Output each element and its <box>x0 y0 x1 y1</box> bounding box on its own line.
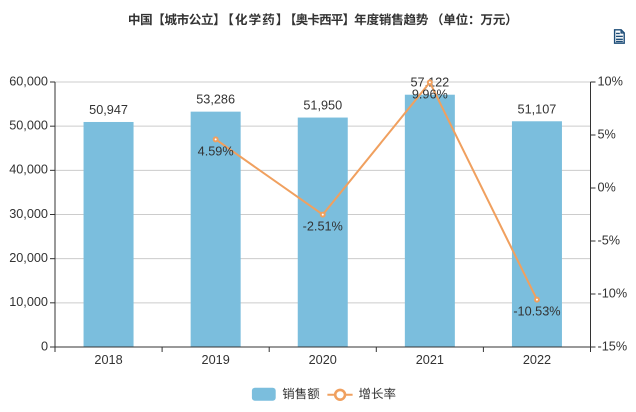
svg-text:30,000: 30,000 <box>9 207 48 221</box>
svg-text:2020: 2020 <box>309 353 337 367</box>
svg-text:-10.53%: -10.53% <box>513 305 560 319</box>
svg-text:5%: 5% <box>598 127 616 141</box>
svg-text:2021: 2021 <box>416 353 444 367</box>
svg-text:51,107: 51,107 <box>518 102 557 116</box>
svg-text:2018: 2018 <box>94 353 122 367</box>
svg-text:20,000: 20,000 <box>9 251 48 265</box>
svg-text:50,947: 50,947 <box>89 103 128 117</box>
svg-text:51,950: 51,950 <box>303 99 342 113</box>
svg-text:53,286: 53,286 <box>196 93 235 107</box>
svg-text:0: 0 <box>41 339 48 353</box>
svg-text:-2.51%: -2.51% <box>303 220 343 234</box>
svg-text:-10%: -10% <box>598 286 628 300</box>
svg-text:2019: 2019 <box>202 353 230 367</box>
svg-text:4.59%: 4.59% <box>198 144 234 158</box>
svg-text:0%: 0% <box>598 180 616 194</box>
svg-text:-5%: -5% <box>598 233 621 247</box>
svg-text:9.96%: 9.96% <box>412 87 448 101</box>
svg-text:60,000: 60,000 <box>9 74 48 88</box>
svg-text:10%: 10% <box>598 74 623 88</box>
svg-text:50,000: 50,000 <box>9 118 48 132</box>
svg-text:10,000: 10,000 <box>9 295 48 309</box>
svg-text:-15%: -15% <box>598 339 628 353</box>
svg-text:40,000: 40,000 <box>9 163 48 177</box>
svg-text:2022: 2022 <box>523 353 551 367</box>
